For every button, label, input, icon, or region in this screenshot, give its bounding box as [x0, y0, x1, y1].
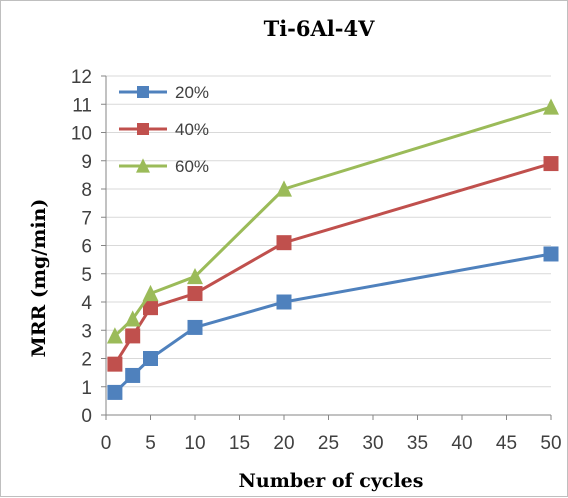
legend-marker: [137, 123, 149, 135]
legend-entry: 20%: [119, 83, 209, 102]
data-point: [107, 356, 123, 372]
x-tick-label: 15: [229, 433, 250, 454]
y-tick-label: 0: [81, 406, 92, 427]
data-point: [143, 351, 158, 366]
series-40%: [107, 156, 559, 372]
data-point: [187, 286, 203, 302]
legend-marker: [136, 158, 150, 173]
data-point: [106, 327, 123, 344]
y-tick-label: 4: [81, 293, 92, 314]
legend-entry: 60%: [119, 157, 209, 176]
axes: [101, 75, 552, 420]
legend-label: 40%: [175, 120, 209, 139]
x-tick-label: 25: [318, 433, 339, 454]
x-tick-label: 10: [184, 433, 205, 454]
x-tick-label: 20: [273, 433, 294, 454]
y-tick-label: 9: [81, 152, 92, 173]
x-tick-label: 0: [101, 433, 112, 454]
y-tick-label: 1: [81, 378, 92, 399]
y-tick-label: 10: [71, 124, 92, 145]
y-axis-title: MRR (mg/min): [28, 199, 50, 358]
data-point: [543, 98, 559, 115]
data-point: [276, 180, 292, 197]
x-tick-label: 45: [496, 433, 517, 454]
y-tick-label: 5: [81, 265, 92, 286]
x-tick-label: 30: [362, 433, 383, 454]
data-point: [276, 294, 292, 310]
series-60%: [106, 98, 559, 344]
y-tick-label: 3: [81, 321, 92, 342]
y-tick-label: 6: [81, 237, 92, 258]
data-point: [543, 246, 559, 262]
x-tick-label: 50: [540, 433, 561, 454]
legend-marker: [137, 86, 149, 98]
data-point: [107, 384, 123, 400]
series-20%: [107, 246, 559, 400]
x-tick-label: 40: [451, 433, 472, 454]
data-point: [125, 367, 141, 383]
y-tick-label: 8: [81, 180, 92, 201]
legend-label: 60%: [175, 157, 209, 176]
y-tick-label: 7: [81, 208, 92, 229]
data-point: [125, 328, 141, 344]
data-point: [187, 319, 203, 335]
gridlines: [106, 75, 551, 388]
data-point: [543, 156, 559, 172]
legend-label: 20%: [175, 83, 209, 102]
y-tick-label: 11: [72, 95, 92, 116]
data-point: [124, 310, 141, 327]
series-line: [113, 252, 552, 394]
chart-title: Ti-6Al-4V: [264, 16, 376, 41]
x-tick-label: 5: [145, 433, 156, 454]
y-tick-label: 12: [71, 67, 92, 88]
data-point: [187, 267, 203, 285]
series-line: [113, 162, 552, 365]
data-point: [142, 284, 159, 302]
data-point: [143, 300, 158, 316]
x-tick-label: 35: [407, 433, 428, 454]
y-tick-label: 2: [81, 350, 92, 371]
x-axis-title: Number of cycles: [239, 470, 424, 492]
legend: 20% 40% 60%: [119, 83, 209, 176]
data-series: [106, 98, 559, 400]
legend-entry: 40%: [119, 120, 209, 139]
data-point: [276, 235, 292, 251]
